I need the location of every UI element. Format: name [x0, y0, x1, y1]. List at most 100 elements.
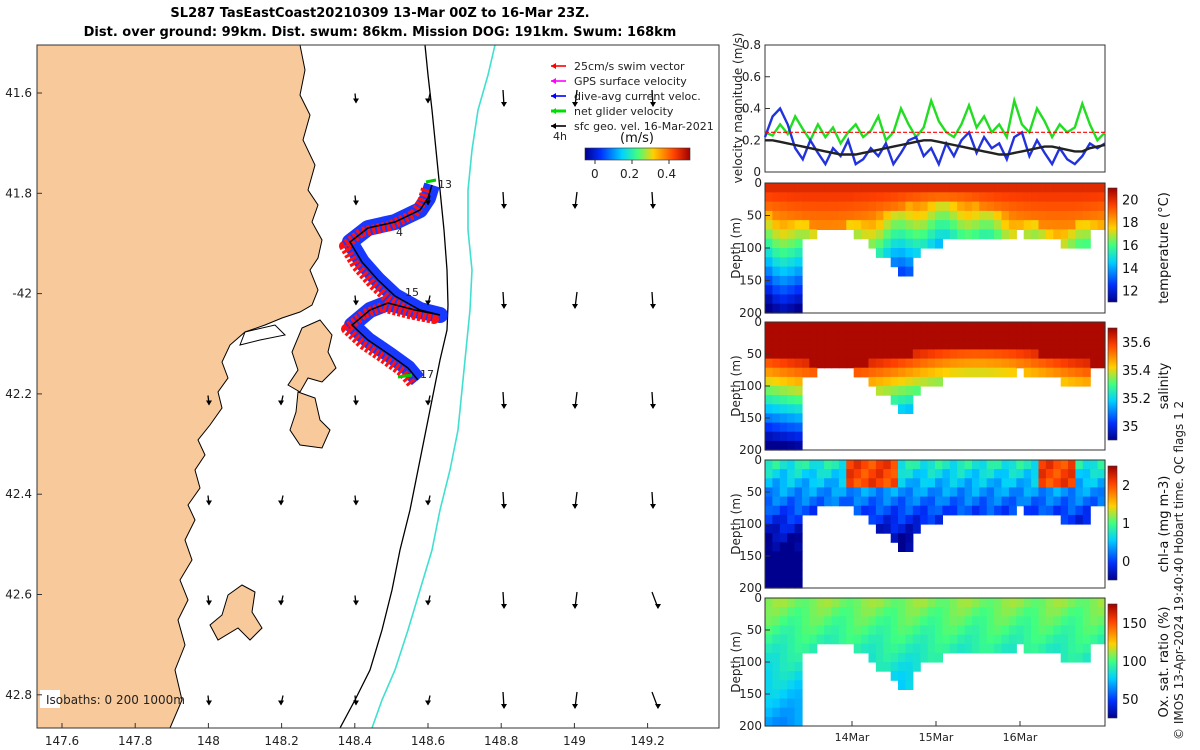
heatmap-cell	[809, 349, 818, 360]
heatmap-cell	[957, 349, 966, 360]
heatmap-cell	[920, 625, 929, 636]
heatmap-cell	[794, 478, 803, 488]
geo-velocity-vector	[501, 491, 507, 509]
heatmap-cell	[802, 598, 810, 608]
heatmap-cell	[905, 266, 914, 277]
heatmap-cell	[920, 505, 929, 516]
heatmap-cell	[898, 192, 906, 203]
heatmap-cell	[927, 349, 936, 360]
heatmap-cell	[986, 192, 995, 203]
heatmap-cell	[1068, 229, 1076, 240]
geo-velocity-vector	[353, 93, 359, 104]
colorbar-tick-1: 0.2	[620, 167, 639, 181]
heatmap-cell	[772, 514, 781, 525]
heatmap-cell	[824, 487, 833, 498]
heatmap-cell	[1001, 496, 1010, 507]
heatmap-cell	[816, 358, 825, 369]
heatmap-cell	[1060, 183, 1069, 193]
heatmap-cell	[765, 431, 773, 442]
heatmap-cell	[824, 625, 833, 636]
heatmap-cell	[875, 210, 884, 221]
heatmap-cell	[816, 598, 825, 608]
heatmap-cell	[890, 376, 899, 387]
heatmap-cell	[802, 616, 810, 626]
geo-velocity-vector	[572, 89, 578, 107]
heatmap-cell	[779, 560, 788, 571]
heatmap-cell	[964, 367, 973, 378]
heatmap-cell	[779, 358, 788, 369]
heatmap-cell	[898, 257, 906, 268]
heatmap-cell	[920, 229, 929, 240]
heatmap-cell	[765, 505, 773, 516]
heatmap-cell	[1075, 229, 1084, 240]
heatmap-cell	[765, 331, 773, 341]
heatmap-cell	[1082, 505, 1091, 516]
svg-text:GPS surface velocity: GPS surface velocity	[574, 75, 687, 88]
heatmap-cell	[772, 349, 781, 360]
heatmap-cell	[816, 496, 825, 507]
heatmap-cell	[816, 192, 825, 203]
heatmap-cell	[1023, 643, 1032, 654]
heatmap-cell	[1008, 349, 1017, 360]
heatmap-cell	[972, 460, 980, 470]
heatmap-cell	[861, 625, 870, 636]
heatmap-cell	[920, 460, 929, 470]
heatmap-cell	[905, 257, 914, 268]
heatmap-cell	[912, 386, 921, 396]
heatmap-cell	[1016, 625, 1025, 636]
heatmap-cell	[949, 469, 958, 479]
heatmap-cell	[787, 340, 796, 350]
heatmap-cell	[1097, 487, 1106, 498]
heatmap-cell	[1008, 340, 1017, 350]
heatmap-cell	[942, 487, 951, 498]
heatmap-cell	[927, 331, 936, 341]
heatmap-cell	[883, 643, 892, 654]
heatmap-cell	[986, 322, 995, 332]
heatmap-cell	[1090, 331, 1099, 341]
heatmap-cell	[824, 478, 833, 488]
heatmap-cell	[838, 183, 847, 193]
heatmap-cell	[838, 469, 847, 479]
depth-ylabel: Depth (m)	[730, 631, 743, 692]
heatmap-cell	[890, 183, 899, 193]
depth-tick: 100	[739, 241, 762, 255]
heatmap-cell	[779, 496, 788, 507]
heatmap-cell	[787, 440, 796, 451]
heatmap-cell	[816, 201, 825, 212]
heatmap-cell	[779, 505, 788, 516]
heatmap-cell	[846, 607, 855, 617]
heatmap-cell	[1001, 616, 1010, 626]
heatmap-cell	[1097, 340, 1106, 350]
heatmap-cell	[772, 707, 781, 718]
heatmap-cell	[935, 634, 943, 645]
heatmap-cell	[905, 404, 914, 414]
heatmap-cell	[1053, 229, 1062, 240]
heatmap-cell	[765, 294, 773, 305]
heatmap-cell	[912, 220, 921, 230]
heatmap-cell	[986, 598, 995, 608]
heatmap-cell	[1075, 496, 1084, 507]
heatmap-cell	[831, 340, 840, 350]
heatmap-cell	[949, 616, 958, 626]
heatmap-cell	[853, 634, 862, 645]
heatmap-cell	[824, 340, 833, 350]
geo-velocity-vector	[650, 191, 656, 209]
heatmap-cell	[927, 598, 936, 608]
heatmap-cell	[957, 358, 966, 369]
heatmap-cell	[794, 662, 803, 672]
heatmap-cell	[838, 358, 847, 369]
heatmap-cell	[838, 460, 847, 470]
heatmap-cell	[920, 496, 929, 507]
heatmap-cell	[898, 183, 906, 193]
heatmap-cell	[1016, 349, 1025, 360]
colorbar-tick: 150	[1122, 617, 1147, 632]
heatmap-cell	[779, 698, 788, 709]
heatmap-cell	[787, 514, 796, 525]
heatmap-cell	[1075, 487, 1084, 498]
heatmap-cell	[1023, 331, 1032, 341]
heatmap-cell	[994, 220, 1003, 230]
heatmap-cell	[779, 422, 788, 433]
heatmap-cell	[875, 634, 884, 645]
heatmap-cell	[861, 478, 870, 488]
heatmap-cell	[838, 220, 847, 230]
